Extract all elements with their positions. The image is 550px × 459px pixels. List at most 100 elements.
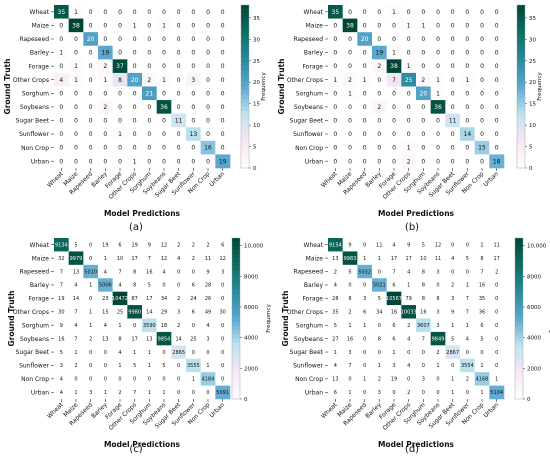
colorbar-segment: [232, 386, 240, 392]
cell-value-label: 2: [103, 104, 107, 111]
cell-value-label: 0: [436, 158, 440, 165]
colorbar-segment: [241, 29, 249, 34]
heatmap-cell: [401, 251, 417, 266]
heatmap-cell: [489, 251, 505, 266]
cell-value-label: 0: [348, 9, 352, 16]
cell-value-label: 0: [133, 323, 136, 329]
colorbar-segment: [515, 258, 523, 263]
cell-value-label: 6: [192, 310, 195, 316]
heatmap-cell: [127, 32, 143, 47]
heatmap-cell: [386, 154, 402, 169]
cell-value-label: 36: [434, 104, 442, 111]
cell-value-label: 14: [464, 131, 472, 138]
heatmap-cell: [386, 113, 402, 128]
cell-value-label: 1: [378, 256, 381, 262]
cell-value-label: 0: [480, 63, 484, 70]
heatmap-cell: [171, 45, 187, 60]
heatmap-cell: [445, 318, 461, 333]
cell-value-label: 0: [465, 118, 469, 125]
cell-value-label: 0: [333, 118, 337, 125]
heatmap-cell: [372, 358, 387, 373]
cell-value-label: 0: [118, 377, 121, 383]
heatmap-cell: [98, 100, 113, 114]
y-tick-label: Wheat: [30, 9, 50, 16]
colorbar-segment: [232, 350, 240, 356]
heatmap-cell: [127, 113, 143, 128]
cell-value-label: 0: [378, 269, 381, 275]
heatmap-cell: [489, 45, 505, 60]
colorbar-segment: [232, 326, 240, 331]
cell-value-label: 0: [192, 390, 195, 396]
cell-value-label: 1: [133, 158, 137, 165]
cell-value-label: 13: [146, 336, 152, 342]
heatmap-cell: [342, 291, 358, 306]
heatmap-cell: [416, 100, 431, 114]
heatmap-cell: [342, 32, 358, 47]
heatmap-cell: [142, 127, 157, 142]
heatmap-cell: [98, 113, 113, 128]
colorbar-segment: [232, 298, 240, 303]
heatmap-cell: [357, 45, 373, 60]
cell-value-label: 2: [74, 363, 77, 369]
cell-value-label: 15: [102, 310, 108, 316]
heatmap-cell: [68, 238, 84, 252]
colorbar-segment: [517, 106, 525, 112]
heatmap-cell: [54, 278, 69, 292]
heatmap-cell: [460, 372, 475, 386]
heatmap-cell: [98, 45, 113, 60]
heatmap-cell: [474, 238, 490, 252]
heatmap-cell: [445, 86, 461, 101]
heatmap-cell: [112, 72, 128, 87]
y-tick-label: Forage: [28, 296, 49, 303]
cell-value-label: 0: [363, 90, 367, 97]
heatmap-cell: [171, 358, 187, 373]
heatmap-cell: [112, 86, 128, 101]
cell-value-label: 2: [421, 77, 425, 84]
cell-value-label: 0: [392, 390, 395, 396]
colorbar-segment: [241, 115, 249, 120]
cell-value-label: 0: [59, 36, 63, 43]
y-tick-label: Rapeseed: [293, 36, 323, 43]
heatmap-cell: [489, 86, 505, 101]
y-tick-label: Maize: [306, 23, 324, 30]
cell-value-label: 7: [60, 269, 63, 275]
cell-value-label: 0: [451, 36, 455, 43]
colorbar-segment: [515, 290, 523, 295]
heatmap-cell: [127, 291, 143, 306]
cell-value-label: 0: [103, 158, 107, 165]
heatmap-cell: [186, 5, 201, 19]
cell-value-label: 0: [133, 90, 137, 97]
heatmap-cell: [200, 5, 216, 19]
cell-value-label: 0: [103, 90, 107, 97]
heatmap-cell: [474, 140, 490, 155]
heatmap-cell: [127, 331, 143, 346]
cell-value-label: 0: [89, 9, 93, 16]
cell-value-label: 0: [465, 90, 469, 97]
heatmap-cell: [342, 5, 358, 19]
heatmap-cell: [112, 154, 128, 169]
y-tick-label: Non Crop: [295, 376, 323, 383]
colorbar-segment: [241, 106, 249, 112]
cell-value-label: 0: [59, 158, 63, 165]
heatmap-cell: [430, 345, 446, 360]
colorbar-segment: [232, 238, 240, 243]
cell-value-label: 0: [74, 104, 78, 111]
y-tick-label: Forage: [302, 63, 323, 70]
heatmap-cell: [401, 318, 417, 333]
heatmap-cell: [98, 372, 113, 386]
heatmap-cell: [83, 59, 99, 74]
y-tick-label: Urban: [305, 389, 323, 396]
y-tick-label: Sugar Beet: [16, 349, 50, 356]
cell-value-label: 0: [495, 77, 499, 84]
cell-value-label: 8: [378, 336, 381, 342]
heatmap-cell: [416, 113, 431, 128]
colorbar-segment: [515, 306, 523, 311]
colorbar-segment: [241, 127, 249, 132]
heatmap-cell: [54, 358, 69, 373]
heatmap-cell: [171, 238, 187, 252]
cell-value-label: 3: [451, 296, 454, 302]
heatmap-cell: [489, 140, 505, 155]
cell-value-label: 0: [363, 145, 367, 152]
heatmap-cell: [127, 305, 143, 319]
heatmap-cell: [357, 318, 373, 333]
